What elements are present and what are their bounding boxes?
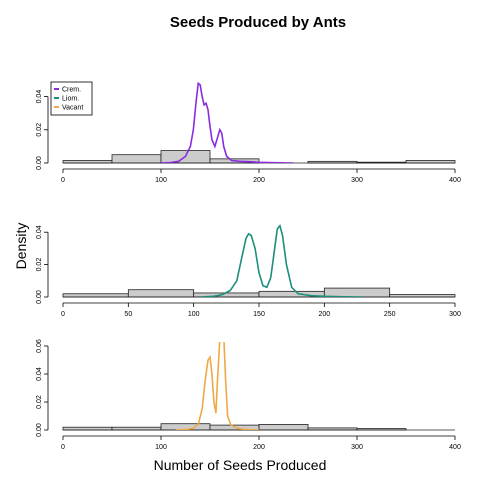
x-axis-label: Number of Seeds Produced [154, 457, 327, 473]
y-axis: 0.00 0.02 0.04 0.06 [36, 339, 49, 437]
y-tick-label: 0.02 [36, 395, 43, 409]
histogram-bar [111, 154, 162, 164]
histogram-bar [111, 426, 162, 431]
x-tick-label: 400 [449, 444, 461, 451]
y-tick-label: 0.00 [36, 156, 43, 170]
x-tick-label: 400 [449, 177, 461, 184]
chart-panels: 0 100 200 300 400 0.00 0.02 0.04 Crem. Liom. Vacan… [36, 81, 461, 451]
y-tick-label: 0.04 [36, 367, 43, 381]
histogram-bar [258, 423, 309, 431]
histogram-bar [62, 426, 113, 431]
histogram-bar [62, 293, 129, 298]
x-tick-label: 200 [318, 311, 330, 318]
panel-3: 0 100 200 300 400 0.00 0.02 0.04 0.06 [36, 339, 461, 451]
chart-title: Seeds Produced by Ants [170, 14, 346, 31]
x-tick-label: 100 [155, 444, 167, 451]
x-tick-label: 0 [61, 444, 65, 451]
x-tick-label: 300 [351, 444, 363, 451]
x-tick-label: 0 [61, 177, 65, 184]
legend-entry: Liom. [62, 96, 79, 103]
x-tick-label: 300 [449, 311, 461, 318]
legend-entry: Crem. [62, 87, 81, 94]
y-tick-label: 0.02 [36, 258, 43, 272]
y-tick-label: 0.06 [36, 339, 43, 353]
y-tick-label: 0.00 [36, 290, 43, 304]
x-axis: 0 50 100 150 200 250 300 [61, 302, 461, 318]
density-curve-liom [200, 223, 364, 297]
x-tick-label: 100 [155, 177, 167, 184]
panel-1: 0 100 200 300 400 0.00 0.02 0.04 Crem. Liom. Vacan… [36, 81, 461, 184]
x-tick-label: 150 [253, 311, 265, 318]
histogram-bar [127, 289, 195, 298]
x-tick-label: 300 [351, 177, 363, 184]
panel-2: 0 50 100 150 200 250 300 0.00 0.02 0.04 [36, 223, 461, 318]
density-curve-crem [160, 81, 294, 163]
density-curve-vacant [175, 342, 260, 430]
y-tick-label: 0.00 [36, 423, 43, 437]
x-tick-label: 50 [124, 311, 132, 318]
y-tick-label: 0.04 [36, 225, 43, 239]
x-tick-label: 200 [253, 444, 265, 451]
x-axis: 0 100 200 300 400 [61, 435, 461, 451]
x-axis: 0 100 200 300 400 [61, 168, 461, 184]
legend: Crem. Liom. Vacant [50, 81, 93, 116]
y-axis-label: Density [13, 223, 29, 270]
histogram-bar [323, 287, 391, 298]
y-axis: 0.00 0.02 0.04 [36, 90, 49, 170]
legend-entry: Vacant [62, 105, 83, 112]
y-axis: 0.00 0.02 0.04 [36, 225, 49, 304]
y-tick-label: 0.04 [36, 90, 43, 104]
y-tick-label: 0.02 [36, 123, 43, 137]
x-tick-label: 0 [61, 311, 65, 318]
x-tick-label: 100 [188, 311, 200, 318]
x-tick-label: 200 [253, 177, 265, 184]
x-tick-label: 250 [384, 311, 396, 318]
